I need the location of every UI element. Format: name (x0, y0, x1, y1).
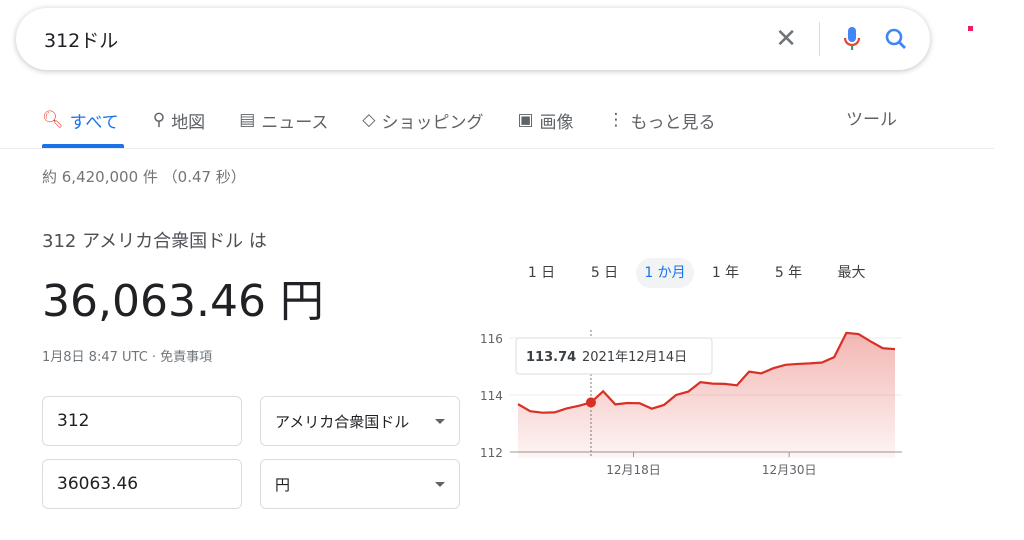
news-icon: ▤ (239, 110, 256, 130)
selected-currency: 円 (275, 475, 291, 494)
search-input[interactable] (44, 28, 744, 50)
range-3[interactable]: 1 年 (711, 265, 740, 281)
currency-select-from[interactable]: アメリカ合衆国ドル (260, 396, 460, 446)
conversion-source: 312 アメリカ合衆国ドル は (42, 231, 267, 252)
tab-shopping[interactable]: ◇ ショッピング (362, 106, 483, 134)
search-box[interactable]: ✕ (16, 8, 930, 70)
tab-more[interactable]: ⋮ もっと見る (608, 106, 716, 134)
x-tick-label: 12月18日 (606, 463, 661, 477)
tab-label: もっと見る (630, 112, 716, 133)
tab-label: ショッピング (381, 112, 484, 133)
microphone-icon[interactable] (842, 26, 862, 52)
tooltip (515, 337, 713, 375)
range-4[interactable]: 5 年 (774, 265, 803, 281)
hover-point (585, 397, 596, 408)
tooltip-value: 113.74 (526, 350, 576, 365)
series-line (517, 331, 896, 414)
tab-all[interactable]: 🔍︎ すべて (42, 106, 119, 134)
map-pin-icon: ⚲ (152, 110, 166, 130)
result-stats: 約 6,420,000 件 （0.47 秒） (42, 168, 246, 186)
range-selector: 1 日 5 日 1 か月 1 年 5 年 最大 (510, 258, 883, 288)
tab-images[interactable]: ▣ 画像 (517, 106, 573, 134)
search-icon[interactable] (884, 27, 908, 51)
divider (819, 22, 820, 56)
y-tick-label: 112 (480, 446, 503, 460)
exchange-rate-chart[interactable]: 112 114 116 12月18日 12月30日 113.74 2021年12月14日 (470, 310, 910, 485)
image-icon: ▣ (517, 110, 534, 130)
range-5[interactable]: 最大 (837, 265, 866, 281)
selected-currency: アメリカ合衆国ドル (275, 412, 410, 431)
divider (0, 148, 994, 149)
conversion-result: 36,063.46 円 (42, 276, 324, 327)
apps-dot (968, 26, 973, 31)
caret-down-icon (435, 418, 445, 424)
range-2[interactable]: 1 か月 (636, 258, 694, 288)
tab-label: ニュース (261, 112, 329, 133)
y-tick-label: 116 (480, 332, 503, 346)
tools-button[interactable]: ツール (846, 110, 897, 130)
search-tabs: 🔍︎ すべて ⚲ 地図 ▤ ニュース ◇ ショッピング ▣ 画像 ⋮ もっと見る (42, 106, 750, 134)
tooltip-date: 2021年12月14日 (582, 350, 687, 365)
tab-label: すべて (69, 112, 119, 133)
search-icon: 🔍︎ (42, 110, 64, 130)
tag-icon: ◇ (362, 110, 376, 130)
tab-maps[interactable]: ⚲ 地図 (153, 106, 205, 134)
more-vert-icon: ⋮ (607, 110, 625, 130)
conversion-timestamp[interactable]: 1月8日 8:47 UTC · 免責事項 (42, 350, 213, 365)
amount-input-to[interactable]: 36063.46 (42, 459, 242, 509)
x-tick-label: 12月30日 (762, 463, 817, 477)
tab-label: 画像 (539, 112, 574, 133)
currency-select-to[interactable]: 円 (260, 459, 460, 509)
clear-icon[interactable]: ✕ (775, 24, 797, 54)
amount-input-from[interactable]: 312 (42, 396, 242, 446)
y-tick-label: 114 (480, 389, 503, 403)
tab-label: 地図 (171, 112, 206, 133)
active-tab-indicator (42, 144, 124, 148)
caret-down-icon (435, 481, 445, 487)
range-1[interactable]: 5 日 (590, 265, 619, 281)
tab-news[interactable]: ▤ ニュース (239, 106, 328, 134)
range-0[interactable]: 1 日 (527, 265, 556, 281)
